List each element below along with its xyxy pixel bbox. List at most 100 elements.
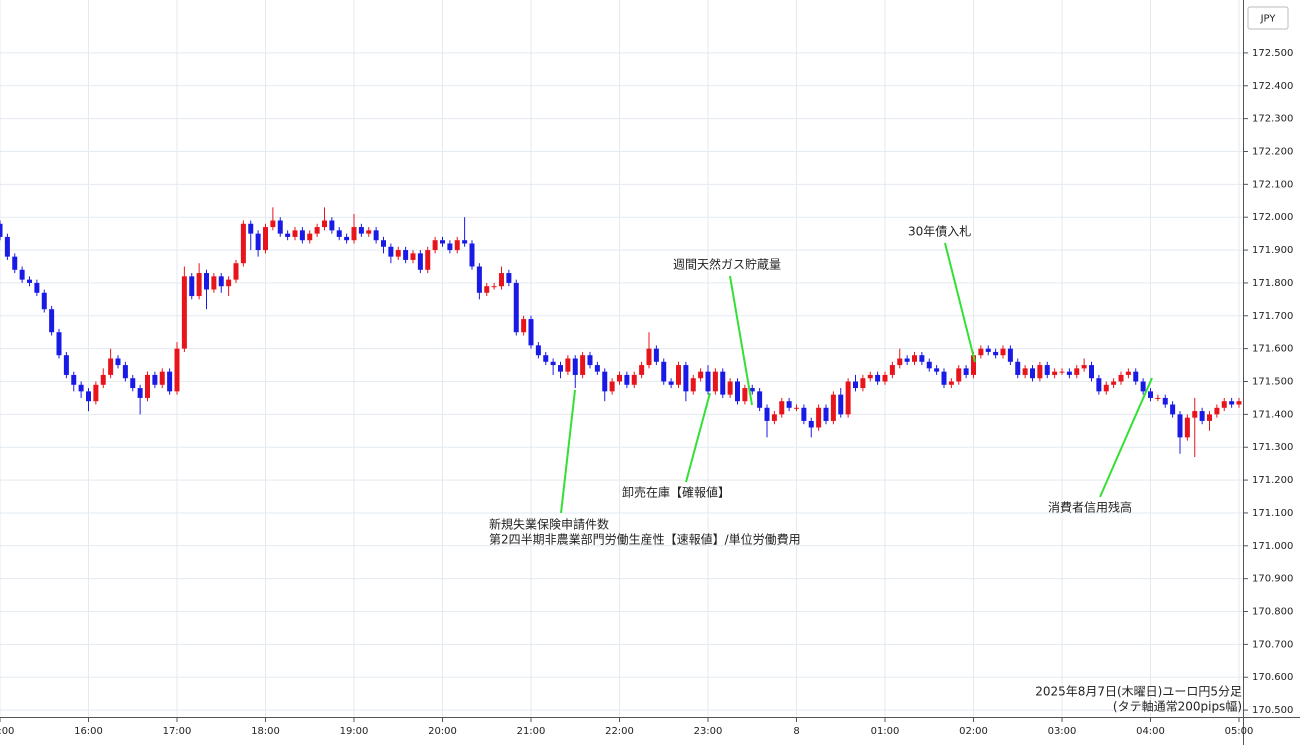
candle-body	[1074, 368, 1080, 375]
candle-body	[771, 414, 777, 421]
candle-body	[152, 374, 158, 385]
candle-body	[329, 220, 335, 231]
candle-body	[712, 371, 718, 392]
y-tick-label: 171.600	[1252, 344, 1293, 355]
candle-body	[794, 407, 799, 409]
candle-body	[757, 391, 763, 408]
x-tick-label: 17:00	[163, 726, 192, 737]
candle-body	[299, 230, 305, 241]
candle-body	[56, 332, 62, 356]
candle-body	[521, 319, 527, 333]
candle-body	[912, 355, 917, 362]
candle-body	[742, 388, 748, 402]
candle-body	[1052, 371, 1058, 375]
y-tick-label: 171.900	[1252, 245, 1293, 256]
footnote: (タテ軸通常200pips幅)	[1113, 699, 1242, 714]
candle-body	[27, 279, 32, 283]
candle-body	[93, 384, 99, 402]
candle-body	[646, 348, 652, 366]
candle-body	[897, 358, 903, 366]
candle-body	[491, 286, 497, 288]
candle-body	[181, 276, 187, 349]
x-tick-label: 20:00	[428, 726, 457, 737]
candle-body	[344, 236, 350, 241]
candle-body	[565, 358, 571, 372]
annotation-text: 30年債入札	[908, 224, 971, 239]
candle-body	[1184, 417, 1190, 438]
candle-body	[617, 374, 622, 382]
candle-body	[0, 223, 3, 237]
candle-body	[358, 227, 364, 234]
candle-body	[174, 348, 180, 392]
candle-body	[314, 227, 320, 234]
y-tick-label: 171.100	[1252, 508, 1293, 519]
candle-body	[277, 220, 283, 234]
candle-body	[373, 230, 379, 241]
candle-body	[388, 246, 394, 257]
annotation-text: 週間天然ガス貯蔵量	[673, 257, 781, 272]
candle-body	[211, 276, 217, 290]
candle-body	[1170, 404, 1176, 415]
footnote: 2025年8月7日(木曜日)ユーロ円5分足	[1035, 685, 1242, 699]
candle-body	[285, 233, 291, 237]
candle-body	[226, 279, 232, 287]
candle-body	[145, 374, 150, 398]
x-tick-label: 22:00	[605, 726, 634, 737]
y-tick-label: 172.400	[1252, 81, 1293, 92]
candle-body	[255, 233, 261, 251]
candle-body	[919, 355, 925, 362]
candle-body	[1044, 365, 1050, 375]
candle-body	[867, 374, 873, 379]
candle-body	[528, 319, 534, 346]
candle-body	[993, 351, 999, 356]
candle-body	[322, 220, 327, 228]
x-tick-label: 23:00	[694, 726, 723, 737]
candle-body	[19, 269, 25, 280]
candle-body	[506, 273, 512, 283]
candle-body	[1089, 365, 1094, 379]
plot-area	[0, 207, 1242, 458]
candle-body	[167, 371, 173, 392]
candle-body	[417, 253, 423, 270]
annotation-pointer	[944, 242, 976, 363]
x-tick-label: 8	[793, 726, 799, 737]
candle-body	[1015, 361, 1021, 375]
candle-body	[381, 240, 386, 247]
candle-body	[447, 243, 453, 251]
y-tick-label: 170.500	[1252, 705, 1293, 716]
candle-body	[248, 223, 254, 234]
candle-body	[948, 381, 954, 385]
annotation-pointer	[1099, 377, 1153, 498]
candle-body	[845, 381, 851, 415]
y-tick-label: 172.200	[1252, 146, 1293, 157]
candle-body	[1096, 378, 1102, 392]
candle-body	[764, 407, 770, 421]
candle-body	[1103, 384, 1109, 392]
candle-body	[1022, 368, 1028, 375]
y-tick-label: 170.600	[1252, 672, 1293, 683]
candle-body	[602, 371, 608, 392]
candle-body	[779, 401, 785, 415]
candle-body	[543, 355, 549, 362]
candle-body	[639, 365, 645, 375]
annotation-text: 卸売在庫【確報値】	[622, 485, 730, 500]
candle-body	[292, 230, 298, 237]
candle-body	[440, 240, 445, 244]
candle-body	[12, 256, 18, 270]
x-tick-label: 03:00	[1048, 726, 1077, 737]
candle-body	[823, 407, 829, 421]
candle-body	[594, 365, 600, 372]
candle-body	[130, 378, 136, 389]
candle-body	[934, 368, 940, 372]
candle-body	[735, 381, 740, 402]
candle-body	[609, 381, 615, 392]
candle-body	[454, 240, 460, 251]
candle-body	[233, 263, 239, 280]
candle-body	[366, 230, 372, 234]
x-tick-label: 02:00	[959, 726, 988, 737]
candle-body	[240, 223, 246, 264]
candle-body	[535, 345, 541, 356]
